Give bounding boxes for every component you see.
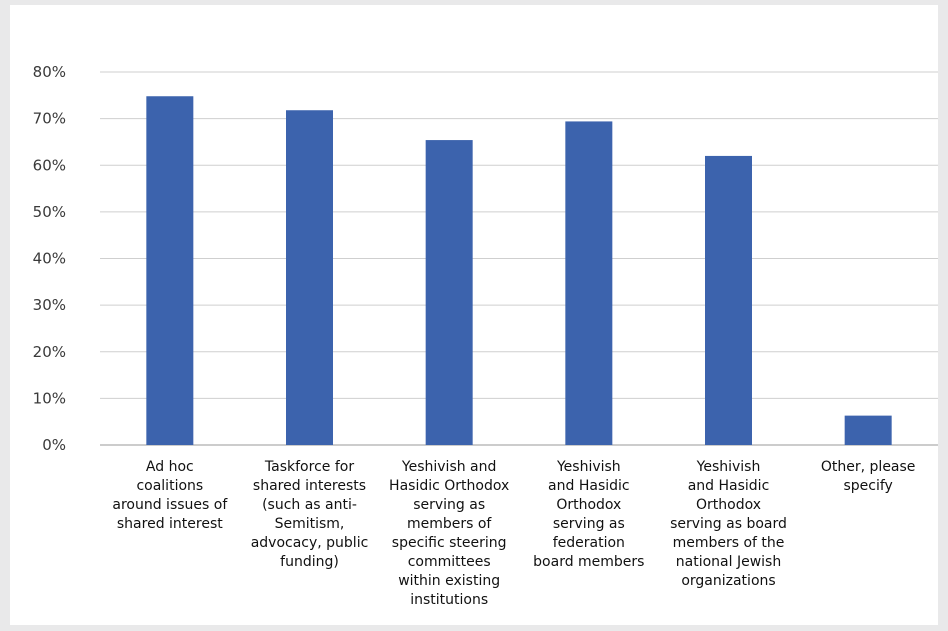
bar: [844, 415, 892, 445]
x-category-label-line: serving as: [413, 497, 485, 513]
x-category-label-line: (such as anti-: [262, 497, 357, 513]
x-category-label-line: specify: [843, 478, 892, 494]
y-tick-label: 0%: [42, 436, 66, 454]
x-category-label-line: Yeshivish: [556, 459, 621, 475]
x-category-label-line: institutions: [410, 592, 488, 608]
x-category-label-line: Hasidic Orthodox: [389, 478, 509, 494]
x-category-label-line: members of the: [673, 535, 785, 551]
x-category-label-line: Semitism,: [275, 516, 345, 532]
x-category-label-line: serving as board: [670, 516, 787, 532]
x-category-label-line: advocacy, public: [251, 535, 369, 551]
y-tick-label: 60%: [33, 156, 66, 174]
y-tick-label: 70%: [33, 110, 66, 128]
x-category-label: Other, please specify: [821, 459, 916, 494]
x-category-label: Yeshivish and Hasidic Orthodox serving as m…: [389, 459, 509, 608]
x-category-label-line: Taskforce for: [264, 459, 354, 475]
y-tick-label: 50%: [33, 203, 66, 221]
bar-chart: 0% 10% 20% 30% 40% 50% 60% 70% 80% Ad hoc coalitio…: [33, 63, 938, 608]
x-category-label-line: members of: [407, 516, 492, 532]
x-category-label-line: shared interest: [117, 516, 223, 532]
x-category-label: Taskforce for shared interests (such as an…: [251, 459, 369, 570]
x-category-label-line: Ad hoc: [146, 459, 194, 475]
x-category-label: Yeshivish and Hasidic Orthodox serving as b…: [670, 459, 787, 589]
x-category-label-line: specific steering: [392, 535, 507, 551]
x-category-label-line: Orthodox: [556, 497, 621, 513]
x-category-label-line: and Hasidic: [688, 478, 770, 494]
x-category-label-line: Yeshivish and: [401, 459, 497, 475]
x-category-label-line: board members: [533, 554, 644, 570]
bar: [565, 121, 613, 446]
x-category-label-line: Other, please: [821, 459, 916, 475]
x-category-label-line: around issues of: [112, 497, 228, 513]
x-category-label: Ad hoc coalitions around issues of shared i…: [112, 459, 228, 532]
bar: [425, 140, 473, 445]
x-category-label-line: committees: [408, 554, 491, 570]
bar: [146, 96, 194, 446]
y-tick-label: 30%: [33, 296, 66, 314]
x-category-label-line: shared interests: [253, 478, 366, 494]
bar: [705, 155, 752, 446]
x-category-label-line: federation: [553, 535, 625, 551]
x-category-label-line: Orthodox: [696, 497, 761, 513]
bar: [286, 110, 333, 446]
y-tick-label: 80%: [33, 63, 66, 81]
y-tick-label: 40%: [33, 250, 66, 268]
x-category-label-line: serving as: [553, 516, 625, 532]
chart-area: 0% 10% 20% 30% 40% 50% 60% 70% 80% Ad hoc coalitio…: [10, 5, 938, 625]
y-tick-label: 10%: [33, 389, 66, 407]
x-category-label-line: and Hasidic: [548, 478, 630, 494]
x-category-label: Yeshivish and Hasidic Orthodox serving as fe…: [533, 459, 644, 570]
x-category-label-line: within existing: [398, 573, 500, 589]
x-category-label-line: national Jewish: [676, 554, 781, 570]
x-category-label-line: organizations: [681, 573, 775, 589]
x-category-label-line: funding): [280, 554, 339, 570]
x-category-label-line: coalitions: [136, 478, 203, 494]
y-tick-label: 20%: [33, 343, 66, 361]
x-category-label-line: Yeshivish: [696, 459, 761, 475]
